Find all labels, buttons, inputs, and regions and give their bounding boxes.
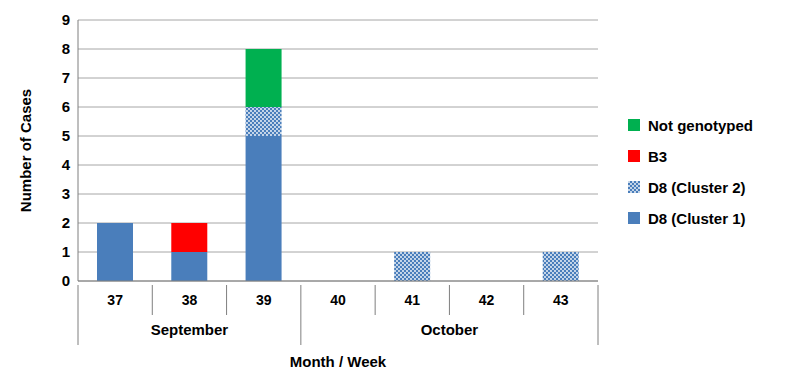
svg-text:40: 40 bbox=[330, 292, 346, 308]
svg-text:43: 43 bbox=[553, 292, 569, 308]
svg-text:Month / Week: Month / Week bbox=[290, 353, 387, 370]
svg-text:37: 37 bbox=[107, 292, 123, 308]
html-text:Not genotyped: Not genotyped bbox=[648, 116, 753, 134]
svg-text:3: 3 bbox=[62, 185, 70, 202]
svg-text:9: 9 bbox=[62, 11, 70, 28]
html-text:D8 (Cluster 2): D8 (Cluster 2) bbox=[648, 178, 746, 196]
svg-text:39: 39 bbox=[256, 292, 272, 308]
svg-text:7: 7 bbox=[62, 69, 70, 86]
svg-text:8: 8 bbox=[62, 40, 70, 57]
svg-text:38: 38 bbox=[182, 292, 198, 308]
svg-text:Number of Cases: Number of Cases bbox=[17, 89, 34, 212]
svg-text:0: 0 bbox=[62, 272, 70, 289]
svg-text:2: 2 bbox=[62, 214, 70, 231]
svg-text:October: October bbox=[421, 321, 479, 338]
html-text:D8 (Cluster 1): D8 (Cluster 1) bbox=[648, 209, 746, 227]
svg-text:5: 5 bbox=[62, 127, 70, 144]
svg-text:September: September bbox=[151, 321, 229, 338]
svg-text:1: 1 bbox=[62, 243, 70, 260]
html-text:B3: B3 bbox=[648, 147, 668, 165]
svg-text:4: 4 bbox=[62, 156, 71, 173]
svg-text:41: 41 bbox=[404, 292, 420, 308]
svg-text:6: 6 bbox=[62, 98, 70, 115]
svg-text:42: 42 bbox=[479, 292, 495, 308]
